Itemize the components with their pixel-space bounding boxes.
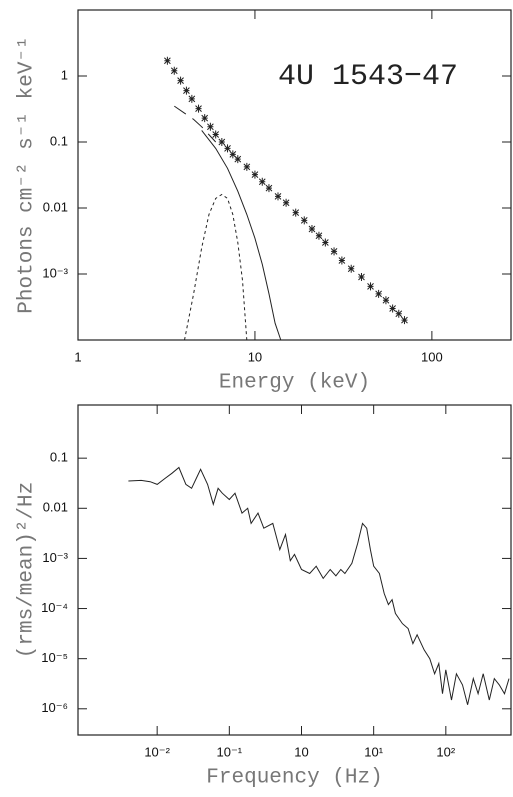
data-point [218,138,226,146]
data-point [292,208,300,217]
data-point [195,104,202,113]
series-line [184,193,248,341]
y-tick-label: 10⁻⁵ [41,650,68,665]
x-axis-title: Energy (keV) [219,372,370,395]
data-point [330,247,338,256]
x-tick-label: 10 [294,744,308,759]
data-point [315,231,323,240]
data-point [321,238,329,247]
data-point [274,192,282,201]
data-point [338,256,346,265]
data-point [401,316,408,325]
x-tick-label: 1 [74,349,81,364]
data-point [234,155,242,164]
data-point [375,289,382,298]
data-point [170,66,178,75]
data-point [308,225,316,234]
data-point [177,76,184,85]
y-tick-label: 0.01 [43,199,68,214]
data-point [382,296,390,305]
x-tick-label: 10 [248,349,262,364]
y-tick-label: 10⁻³ [42,265,68,280]
data-point [229,150,237,159]
y-tick-label: 10⁻³ [42,550,68,565]
x-tick-label: 10¹ [364,744,383,759]
x-tick-label: 10⁻¹ [216,744,242,759]
plot-frame [77,9,512,341]
y-tick-label: 1 [61,67,68,82]
data-point [201,114,209,123]
annotation: 4U 1543−47 [278,60,458,94]
data-point [395,309,403,318]
x-tick-label: 10² [436,744,455,759]
plot-frame [77,404,512,736]
data-point [265,184,273,193]
data-point [224,144,231,153]
y-axis-title: Photons cm⁻² s⁻¹ keV⁻¹ [16,36,39,313]
x-tick-label: 100 [421,349,443,364]
data-point [300,216,308,225]
data-point [212,130,220,139]
data-point [183,86,190,95]
data-point [389,304,396,313]
data-point [367,282,374,291]
data-point [251,170,259,179]
y-tick-label: 10⁻⁶ [41,700,68,715]
y-tick-label: 0.1 [50,133,68,148]
y-tick-label: 10⁻⁴ [41,600,68,615]
series-line [174,105,217,143]
data-point [188,94,196,103]
series-line [128,466,510,705]
x-tick-label: 10⁻² [144,744,170,759]
y-axis-title: (rms/mean)²/Hz [16,482,39,658]
x-axis-title: Frequency (Hz) [206,767,382,790]
data-point [164,56,171,65]
series-line [201,130,282,341]
data-point [243,162,251,171]
data-point [282,198,290,207]
data-point [207,122,214,131]
data-point [358,273,365,282]
data-point [258,177,266,186]
data-point [347,264,355,273]
y-tick-label: 0.1 [50,450,68,465]
y-tick-label: 0.01 [43,500,68,515]
